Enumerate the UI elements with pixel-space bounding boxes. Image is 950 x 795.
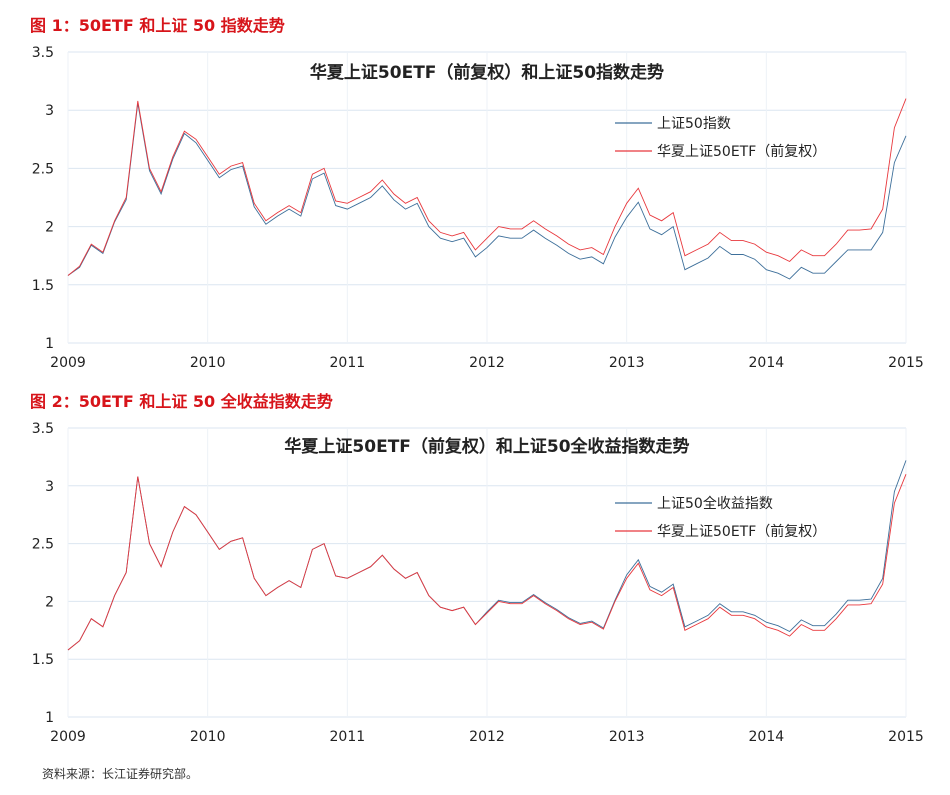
- x-tick-label: 2015: [888, 355, 924, 371]
- chart-title: 华夏上证50ETF（前复权）和上证50全收益指数走势: [284, 436, 689, 457]
- legend-label: 上证50指数: [657, 116, 731, 132]
- y-tick-label: 3: [45, 479, 54, 495]
- y-tick-label: 3.5: [32, 45, 54, 61]
- x-tick-label: 2009: [50, 355, 86, 371]
- y-tick-label: 1.5: [32, 278, 54, 294]
- legend-label: 华夏上证50ETF（前复权）: [657, 523, 826, 540]
- y-tick-label: 3.5: [32, 421, 54, 437]
- y-tick-label: 1: [45, 710, 54, 726]
- x-tick-label: 2009: [50, 729, 86, 745]
- y-tick-label: 1.5: [32, 652, 54, 668]
- y-tick-label: 2.5: [32, 537, 54, 553]
- figure-2-caption: 图 2：50ETF 和上证 50 全收益指数走势: [30, 392, 333, 411]
- y-tick-label: 1: [45, 336, 54, 352]
- series-line-1: [67, 474, 907, 651]
- legend-label: 上证50全收益指数: [657, 495, 773, 512]
- chart-title: 华夏上证50ETF（前复权）和上证50指数走势: [310, 62, 664, 83]
- x-tick-label: 2010: [190, 355, 226, 371]
- x-tick-label: 2015: [888, 729, 924, 745]
- series-line-1: [67, 98, 907, 276]
- x-tick-label: 2014: [749, 355, 785, 371]
- y-tick-label: 2: [45, 594, 54, 610]
- x-tick-label: 2012: [469, 355, 505, 371]
- source-note: 资料来源：长江证券研究部。: [42, 767, 199, 781]
- x-tick-label: 2011: [330, 729, 366, 745]
- y-tick-label: 2.5: [32, 161, 54, 177]
- y-tick-label: 3: [45, 103, 54, 119]
- x-tick-label: 2014: [749, 729, 785, 745]
- y-tick-label: 2: [45, 220, 54, 236]
- x-tick-label: 2010: [190, 729, 226, 745]
- series-line-0: [67, 103, 907, 280]
- legend-label: 华夏上证50ETF（前复权）: [657, 143, 826, 160]
- figure-1-caption: 图 1：50ETF 和上证 50 指数走势: [30, 16, 285, 35]
- x-tick-label: 2012: [469, 729, 505, 745]
- x-tick-label: 2013: [609, 729, 645, 745]
- x-tick-label: 2013: [609, 355, 645, 371]
- x-tick-label: 2011: [330, 355, 366, 371]
